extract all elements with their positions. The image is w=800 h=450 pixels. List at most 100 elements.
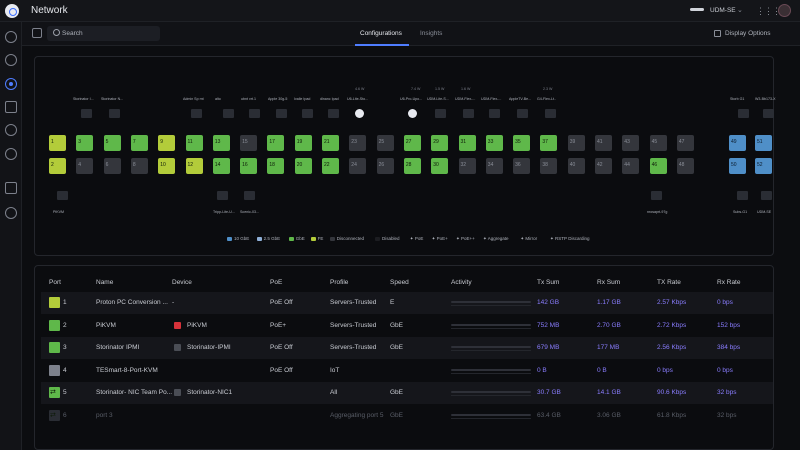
device-thumbnail-icon[interactable] xyxy=(276,109,287,118)
switch-port-2[interactable]: 2 xyxy=(49,158,66,174)
switch-port-33[interactable]: 33 xyxy=(485,135,503,151)
devices-icon[interactable] xyxy=(5,78,17,90)
switch-port-42[interactable]: 42 xyxy=(595,158,612,174)
settings-gear-icon[interactable] xyxy=(5,207,17,219)
switch-port-41[interactable]: 41 xyxy=(595,135,612,151)
switch-port-21[interactable]: 21 xyxy=(322,135,339,151)
switch-port-28[interactable]: 28 xyxy=(403,158,421,174)
column-header-speed[interactable]: Speed xyxy=(390,279,409,286)
switch-port-8[interactable]: 8 xyxy=(130,158,148,174)
column-header-port[interactable]: Port xyxy=(49,279,61,286)
dashboard-icon[interactable] xyxy=(5,31,17,43)
search-input[interactable] xyxy=(62,27,157,40)
switch-port-12[interactable]: 12 xyxy=(185,158,203,174)
switch-port-43[interactable]: 43 xyxy=(622,135,640,151)
device-thumbnail-icon[interactable] xyxy=(761,191,772,200)
switch-port-37[interactable]: 37 xyxy=(540,135,558,151)
device-thumbnail-icon[interactable] xyxy=(109,109,120,118)
switch-port-13[interactable]: 13 xyxy=(212,135,230,151)
device-thumbnail-icon[interactable] xyxy=(651,191,662,200)
switch-port-15[interactable]: 15 xyxy=(240,135,258,151)
device-thumbnail-icon[interactable] xyxy=(737,191,748,200)
apps-grid-icon[interactable]: ⋮⋮⋮ xyxy=(756,6,781,16)
avatar[interactable] xyxy=(778,4,791,17)
display-options-button[interactable]: Display Options xyxy=(725,30,771,37)
device-thumbnail-icon[interactable] xyxy=(328,109,339,118)
switch-port-46[interactable]: 46 xyxy=(649,158,667,174)
device-thumbnail-icon[interactable] xyxy=(463,109,474,118)
switch-port-4[interactable]: 4 xyxy=(76,158,94,174)
switch-port-39[interactable]: 39 xyxy=(567,135,585,151)
switch-port-35[interactable]: 35 xyxy=(513,135,531,151)
switch-port-24[interactable]: 24 xyxy=(349,158,367,174)
logs-icon[interactable] xyxy=(5,182,17,194)
switch-port-34[interactable]: 34 xyxy=(485,158,503,174)
tab-insights[interactable]: Insights xyxy=(420,30,443,37)
device-thumbnail-icon[interactable] xyxy=(355,109,364,118)
device-thumbnail-icon[interactable] xyxy=(489,109,500,118)
switch-port-27[interactable]: 27 xyxy=(403,135,421,151)
security-shield-icon[interactable] xyxy=(5,148,17,160)
device-thumbnail-icon[interactable] xyxy=(435,109,446,118)
switch-port-50[interactable]: 50 xyxy=(729,158,746,174)
device-thumbnail-icon[interactable] xyxy=(763,109,774,118)
device-thumbnail-icon[interactable] xyxy=(217,191,228,200)
clients-icon[interactable] xyxy=(5,101,17,113)
switch-port-17[interactable]: 17 xyxy=(267,135,285,151)
switch-port-11[interactable]: 11 xyxy=(185,135,203,151)
table-row[interactable]: ⇄ 6 port 3 Aggregating port 5 GbE 63.4 GB 3.06… xyxy=(41,405,773,427)
device-thumbnail-icon[interactable] xyxy=(408,109,417,118)
switch-port-52[interactable]: 52 xyxy=(755,158,772,174)
switch-port-47[interactable]: 47 xyxy=(676,135,694,151)
switch-port-9[interactable]: 9 xyxy=(158,135,176,151)
switch-port-36[interactable]: 36 xyxy=(513,158,531,174)
table-row[interactable]: 2 PiKVM PiKVM PoE+ Servers-Trusted GbE 752 MB 2… xyxy=(41,315,773,337)
column-header-poe[interactable]: PoE xyxy=(270,279,283,286)
switch-port-6[interactable]: 6 xyxy=(103,158,121,174)
switch-port-48[interactable]: 48 xyxy=(676,158,694,174)
table-row[interactable]: 4 TESmart-8-Port-KVM PoE Off IoT 0 B 0 B 0 bps… xyxy=(41,360,773,382)
topology-icon[interactable] xyxy=(5,54,17,66)
switch-port-29[interactable]: 29 xyxy=(431,135,449,151)
column-header-tx-rate[interactable]: TX Rate xyxy=(657,279,681,286)
switch-port-5[interactable]: 5 xyxy=(103,135,121,151)
device-thumbnail-icon[interactable] xyxy=(302,109,313,118)
column-header-profile[interactable]: Profile xyxy=(330,279,349,286)
switch-port-31[interactable]: 31 xyxy=(458,135,476,151)
unifi-logo-icon[interactable] xyxy=(5,4,19,18)
table-row[interactable]: 1 Proton PC Conversion ... - PoE Off Servers… xyxy=(41,292,773,314)
switch-port-14[interactable]: 14 xyxy=(212,158,230,174)
column-header-tx-sum[interactable]: Tx Sum xyxy=(537,279,560,286)
column-header-rx-rate[interactable]: Rx Rate xyxy=(717,279,741,286)
chevron-down-icon[interactable]: ⌄ xyxy=(737,7,743,14)
switch-port-19[interactable]: 19 xyxy=(294,135,312,151)
device-selector[interactable]: UDM-SE xyxy=(710,7,736,14)
device-thumbnail-icon[interactable] xyxy=(244,191,255,200)
device-thumbnail-icon[interactable] xyxy=(249,109,260,118)
panel-toggle-icon[interactable] xyxy=(32,28,42,38)
device-thumbnail-icon[interactable] xyxy=(738,109,749,118)
switch-port-23[interactable]: 23 xyxy=(349,135,367,151)
switch-port-25[interactable]: 25 xyxy=(376,135,394,151)
switch-port-51[interactable]: 51 xyxy=(755,135,772,151)
switch-port-10[interactable]: 10 xyxy=(158,158,176,174)
switch-port-45[interactable]: 45 xyxy=(649,135,667,151)
device-thumbnail-icon[interactable] xyxy=(57,191,68,200)
switch-port-3[interactable]: 3 xyxy=(76,135,94,151)
switch-port-26[interactable]: 26 xyxy=(376,158,394,174)
device-thumbnail-icon[interactable] xyxy=(191,109,202,118)
switch-port-18[interactable]: 18 xyxy=(267,158,285,174)
switch-port-22[interactable]: 22 xyxy=(322,158,339,174)
column-header-rx-sum[interactable]: Rx Sum xyxy=(597,279,621,286)
switch-port-40[interactable]: 40 xyxy=(567,158,585,174)
switch-port-7[interactable]: 7 xyxy=(130,135,148,151)
switch-port-44[interactable]: 44 xyxy=(622,158,640,174)
device-thumbnail-icon[interactable] xyxy=(81,109,92,118)
device-thumbnail-icon[interactable] xyxy=(545,109,556,118)
switch-port-30[interactable]: 30 xyxy=(431,158,449,174)
switch-port-32[interactable]: 32 xyxy=(458,158,476,174)
device-thumbnail-icon[interactable] xyxy=(223,109,234,118)
switch-port-20[interactable]: 20 xyxy=(294,158,312,174)
column-header-activity[interactable]: Activity xyxy=(451,279,472,286)
switch-port-38[interactable]: 38 xyxy=(540,158,558,174)
